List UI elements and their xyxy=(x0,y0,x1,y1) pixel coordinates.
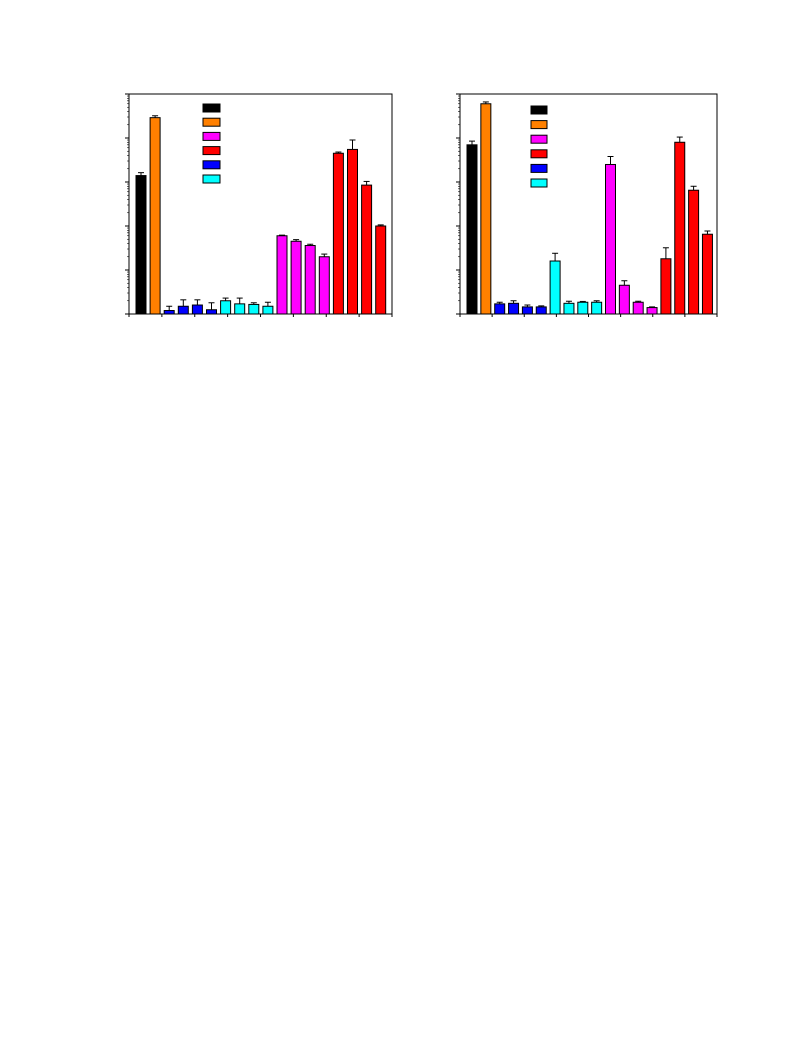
bar xyxy=(375,225,387,315)
legend-swatch xyxy=(202,174,221,184)
bar xyxy=(535,306,547,315)
bar xyxy=(521,306,533,315)
bar xyxy=(674,141,686,315)
bar xyxy=(135,175,147,315)
bar xyxy=(191,304,203,315)
bar xyxy=(177,305,189,315)
bar xyxy=(206,309,217,315)
legend-swatch xyxy=(202,146,221,156)
bar xyxy=(361,184,373,315)
legend-swatch xyxy=(202,103,221,113)
bar xyxy=(688,189,700,315)
bar xyxy=(466,144,478,315)
bar xyxy=(494,303,506,315)
bar xyxy=(163,310,175,315)
legend-swatch xyxy=(530,120,548,130)
legend-swatch xyxy=(202,160,221,170)
bar xyxy=(220,300,232,315)
bar xyxy=(605,163,616,315)
bar xyxy=(276,235,288,315)
bar xyxy=(318,256,330,315)
legend-swatch xyxy=(530,105,548,115)
legend-swatch xyxy=(202,131,221,141)
bar xyxy=(262,305,274,315)
bar xyxy=(632,301,644,315)
bar xyxy=(347,148,358,315)
bar xyxy=(304,245,316,315)
bar xyxy=(646,307,658,315)
left-bar-chart xyxy=(125,93,393,317)
bar xyxy=(660,258,672,315)
bar xyxy=(591,301,603,315)
bar xyxy=(234,303,246,315)
bar xyxy=(549,260,561,315)
bar xyxy=(508,302,520,315)
right-bar-chart xyxy=(456,93,718,317)
legend-swatch xyxy=(202,117,221,127)
legend-swatch xyxy=(530,149,548,159)
bar xyxy=(149,117,161,315)
legend-swatch xyxy=(530,163,548,173)
figure xyxy=(125,93,718,317)
bar xyxy=(480,103,492,315)
bar xyxy=(563,302,575,315)
bar xyxy=(248,303,260,315)
bar xyxy=(332,152,344,315)
bar xyxy=(577,301,589,315)
legend-swatch xyxy=(530,178,548,188)
bar xyxy=(618,284,630,315)
bar xyxy=(290,240,302,315)
bar xyxy=(701,233,713,315)
legend-swatch xyxy=(530,134,548,144)
